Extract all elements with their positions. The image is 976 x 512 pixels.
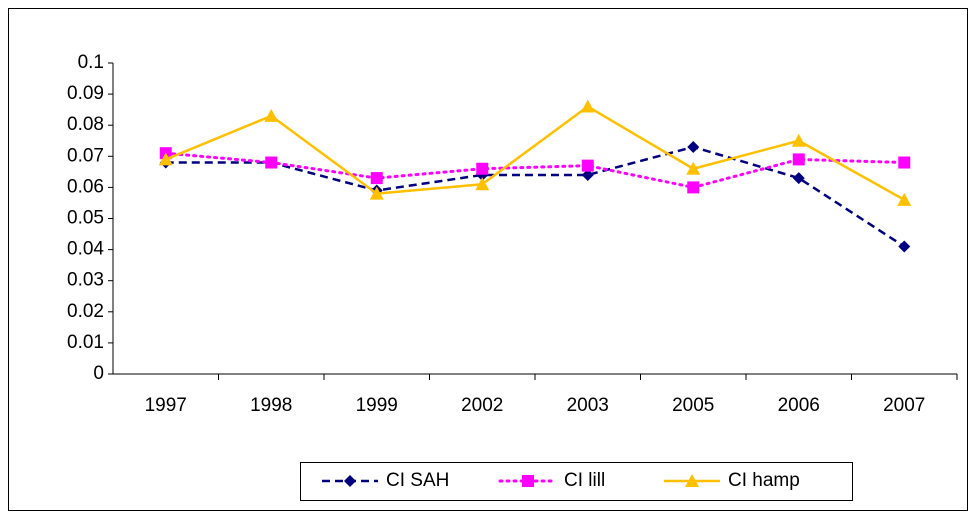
y-tick-label: 0.06 xyxy=(67,176,104,197)
marker xyxy=(898,240,911,253)
marker xyxy=(687,140,700,153)
marker xyxy=(791,133,806,147)
x-tick-label: 1998 xyxy=(250,395,292,416)
x-tick-label: 2002 xyxy=(461,395,503,416)
y-tick-label: 0 xyxy=(93,363,104,384)
x-tick-label: 2005 xyxy=(672,395,714,416)
x-tick-label: 1999 xyxy=(356,395,398,416)
y-tick-label: 0.07 xyxy=(67,145,104,166)
legend-box xyxy=(300,462,853,501)
legend-label: CI lill xyxy=(564,470,605,491)
y-tick-label: 0.02 xyxy=(67,301,104,322)
y-tick-label: 0.08 xyxy=(67,114,104,135)
marker xyxy=(369,186,384,200)
marker xyxy=(370,172,383,185)
marker xyxy=(264,108,279,122)
marker xyxy=(476,162,489,175)
legend-label: CI SAH xyxy=(386,470,449,491)
marker xyxy=(792,172,805,185)
x-tick-label: 2006 xyxy=(778,395,820,416)
y-tick-label: 0.09 xyxy=(67,83,104,104)
marker xyxy=(581,168,594,181)
x-tick-label: 2003 xyxy=(567,395,609,416)
marker xyxy=(685,474,699,487)
legend-label: CI hamp xyxy=(728,470,800,491)
marker xyxy=(158,152,173,166)
y-tick-label: 0.05 xyxy=(67,208,104,229)
x-tick-label: 1997 xyxy=(145,395,187,416)
y-tick-label: 0.01 xyxy=(67,332,104,353)
chart-frame xyxy=(8,8,968,511)
y-tick-label: 0.1 xyxy=(78,52,104,73)
marker xyxy=(898,156,911,169)
x-tick-label: 2007 xyxy=(883,395,925,416)
series-line xyxy=(165,105,905,201)
marker xyxy=(686,161,701,175)
marker xyxy=(580,99,595,113)
marker xyxy=(265,156,278,169)
marker xyxy=(344,475,356,487)
series-line xyxy=(164,151,906,189)
marker xyxy=(792,153,805,166)
marker xyxy=(475,177,490,191)
y-tick-label: 0.04 xyxy=(67,239,104,260)
marker xyxy=(897,192,912,206)
marker xyxy=(581,159,594,172)
marker xyxy=(522,475,534,487)
marker xyxy=(687,181,700,194)
y-tick-label: 0.03 xyxy=(67,270,104,291)
series-line xyxy=(165,145,905,248)
